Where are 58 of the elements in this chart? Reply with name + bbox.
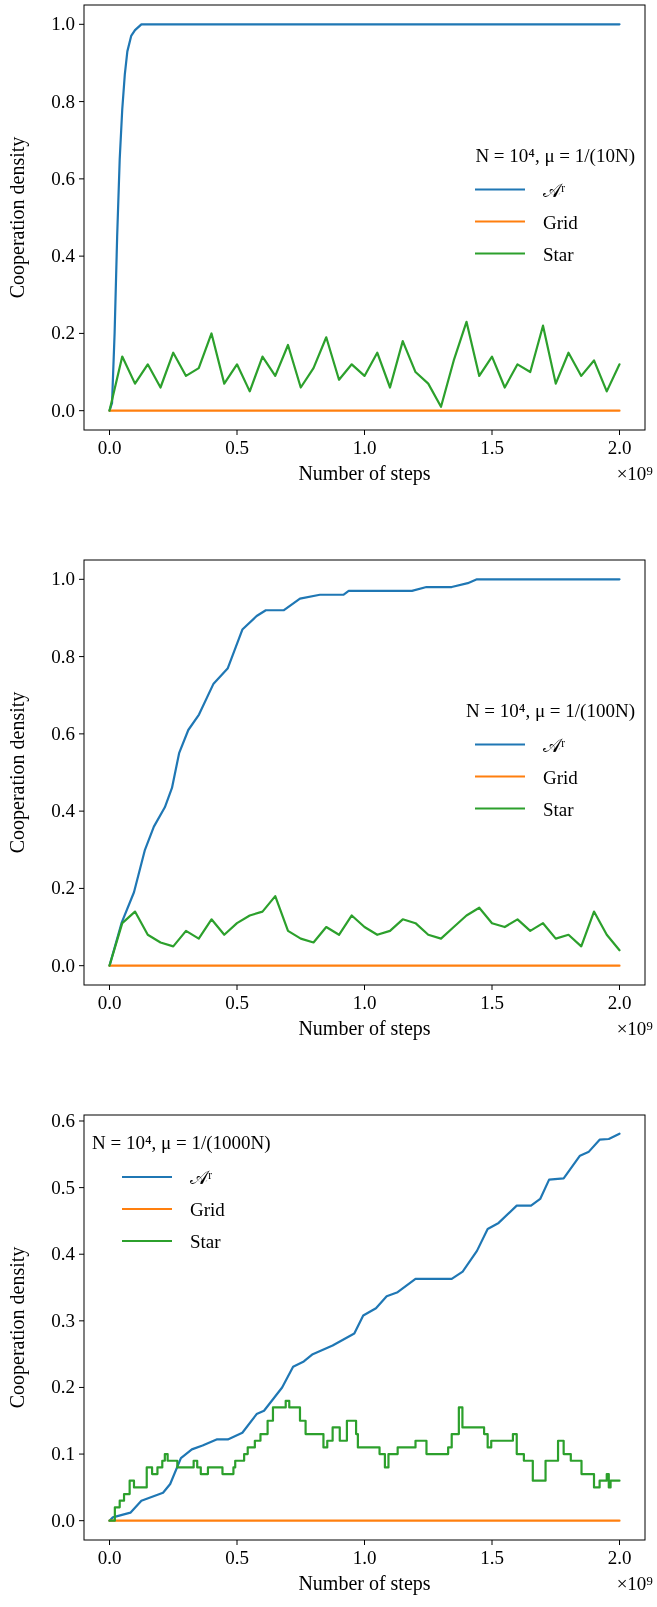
legend-title: N = 10⁴, μ = 1/(100N) bbox=[465, 699, 635, 722]
y-tick-label: 0.3 bbox=[51, 1309, 75, 1331]
legend-title: N = 10⁴, μ = 1/(10N) bbox=[475, 144, 635, 167]
text: ×10⁹ bbox=[616, 463, 654, 484]
y-tick-label: 0.6 bbox=[51, 722, 75, 744]
legend-label: 𝒜ʳ bbox=[190, 1167, 213, 1188]
x-tick-label: 1.0 bbox=[352, 1547, 377, 1568]
x-tick-label: 2.0 bbox=[607, 1547, 632, 1568]
x-tick-label: 1.5 bbox=[480, 1547, 504, 1568]
y-tick-label: 0.4 bbox=[51, 800, 76, 822]
legend-label: Grid bbox=[190, 1199, 226, 1220]
y-tick-label: 0.5 bbox=[51, 1176, 75, 1198]
legend-label: 𝒜ʳ bbox=[543, 179, 566, 201]
line-series bbox=[108, 895, 621, 967]
legend-label: Star bbox=[190, 1231, 222, 1252]
y-tick-label: 0.2 bbox=[51, 322, 75, 344]
y-axis-title: Cooperation density bbox=[6, 1246, 29, 1409]
x-tick-label: 2.0 bbox=[607, 992, 632, 1013]
text: ×10⁹ bbox=[616, 1018, 654, 1039]
y-tick-label: 0.8 bbox=[51, 90, 75, 112]
y-tick-label: 0.8 bbox=[51, 645, 75, 667]
legend-title: N = 10⁴, μ = 1/(1000N) bbox=[92, 1132, 271, 1154]
y-tick-label: 0.0 bbox=[51, 399, 75, 421]
y-tick-label: 0.2 bbox=[51, 1376, 75, 1398]
x-tick-label: 0.0 bbox=[97, 1547, 122, 1568]
x-tick-label: 0.5 bbox=[225, 1547, 249, 1568]
x-tick-label: 1.5 bbox=[480, 437, 504, 458]
x-tick-label: 1.0 bbox=[352, 437, 377, 458]
legend-label: Star bbox=[543, 243, 575, 265]
x-tick-label: 0.5 bbox=[225, 437, 249, 458]
text: ×10⁹ bbox=[616, 1573, 654, 1594]
y-tick-label: 0.6 bbox=[51, 1110, 75, 1131]
x-axis-title: Number of steps bbox=[298, 1572, 431, 1595]
x-axis-title: Number of steps bbox=[298, 1017, 431, 1040]
y-tick-label: 0.0 bbox=[51, 1509, 75, 1531]
legend-label: 𝒜ʳ bbox=[543, 734, 566, 756]
line-series bbox=[108, 320, 621, 412]
y-tick-label: 0.2 bbox=[51, 877, 75, 899]
legend-label: Grid bbox=[543, 766, 579, 788]
x-axis-title: Number of steps bbox=[298, 462, 431, 485]
y-tick-label: 1.0 bbox=[51, 568, 75, 590]
y-tick-label: 0.4 bbox=[51, 1243, 76, 1265]
x-tick-label: 2.0 bbox=[607, 437, 632, 458]
x-tick-label: 0.5 bbox=[225, 992, 249, 1013]
y-tick-label: 0.6 bbox=[51, 167, 75, 189]
x-tick-label: 0.0 bbox=[97, 437, 122, 458]
y-axis-title: Cooperation density bbox=[6, 136, 29, 299]
line-series bbox=[108, 1132, 621, 1522]
x-tick-label: 1.0 bbox=[352, 992, 377, 1013]
y-tick-label: 0.0 bbox=[51, 954, 75, 976]
y-tick-label: 0.1 bbox=[51, 1443, 75, 1465]
legend-label: Star bbox=[543, 798, 575, 820]
y-tick-label: 0.4 bbox=[51, 245, 76, 267]
x-tick-label: 0.0 bbox=[97, 992, 122, 1013]
x-tick-label: 1.5 bbox=[480, 992, 504, 1013]
y-tick-label: 1.0 bbox=[51, 13, 75, 35]
y-axis-title: Cooperation density bbox=[6, 691, 29, 854]
legend-label: Grid bbox=[543, 211, 579, 233]
